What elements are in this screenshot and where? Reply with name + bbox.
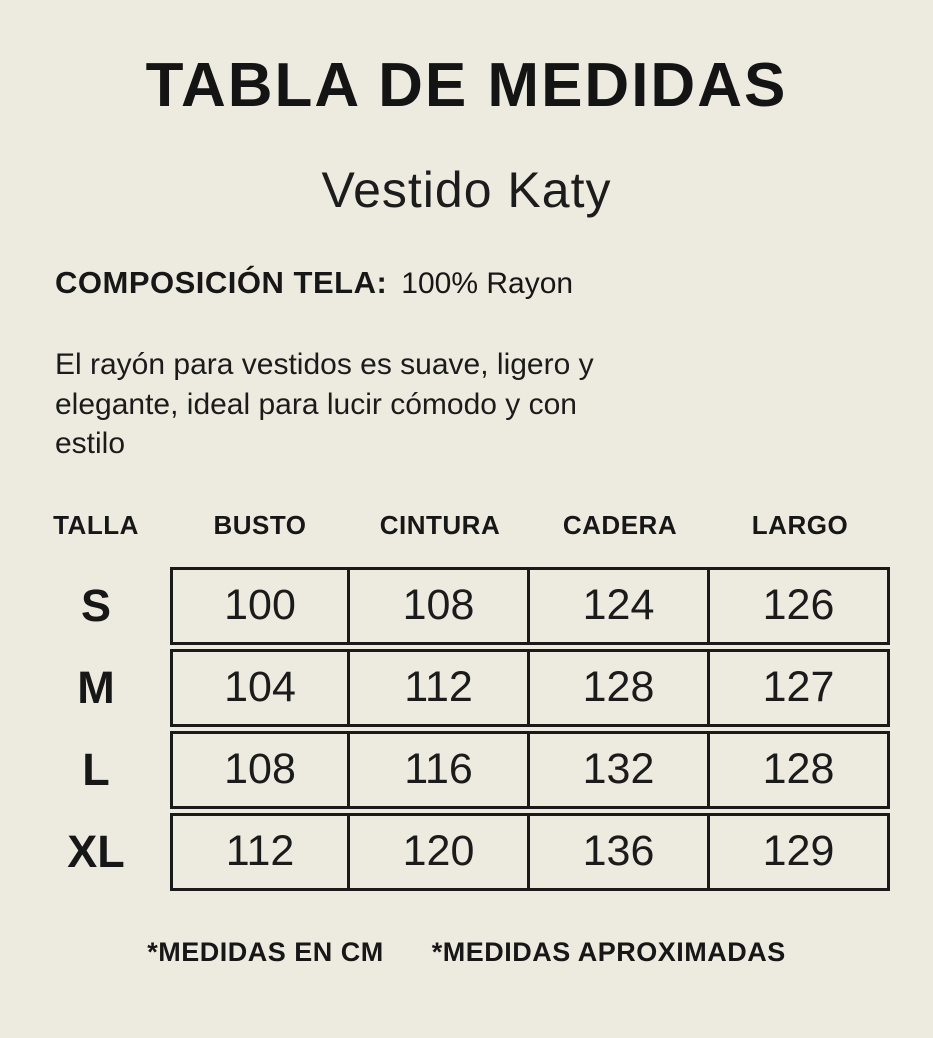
- measurement-cell: 132: [530, 730, 710, 809]
- size-label: L: [82, 743, 110, 795]
- measurement-cell: 126: [710, 566, 890, 645]
- measurement-cell: 108: [350, 566, 530, 645]
- measurement-cell: 104: [170, 648, 350, 727]
- size-label: XL: [67, 825, 125, 877]
- size-label: S: [80, 579, 111, 631]
- size-row-m: M 104 112 128 127: [22, 648, 892, 727]
- column-header-talla: TALLA: [53, 509, 139, 540]
- composition-value: 100% Rayon: [401, 267, 574, 300]
- size-chart-page: TABLA DE MEDIDAS Vestido Katy COMPOSICIÓ…: [0, 50, 933, 1038]
- measurement-cell: 129: [710, 812, 890, 891]
- column-header-largo: LARGO: [751, 509, 849, 540]
- measurement-cell: 120: [350, 812, 530, 891]
- column-header-cadera: CADERA: [562, 509, 678, 540]
- measurement-cell: 116: [350, 730, 530, 809]
- measurement-cell: 127: [710, 648, 890, 727]
- size-row-xl: XL 112 120 136 129: [22, 812, 892, 891]
- product-name: Vestido Katy: [321, 162, 612, 218]
- size-label: M: [77, 661, 115, 713]
- measurement-cell: 112: [170, 812, 350, 891]
- measurement-cell: 112: [350, 648, 530, 727]
- footnotes: *MEDIDAS EN CM *MEDIDAS APROXIMADAS: [0, 937, 933, 968]
- measurement-cell: 128: [710, 730, 890, 809]
- fabric-composition: COMPOSICIÓN TELA: 100% Rayon: [55, 265, 933, 301]
- measurement-cell: 128: [530, 648, 710, 727]
- measurement-cell: 100: [170, 566, 350, 645]
- size-table: TALLA BUSTO CINTURA CADERA LARGO S 100 1…: [22, 510, 892, 891]
- column-header-busto: BUSTO: [213, 509, 307, 540]
- footnote-units: *MEDIDAS EN CM: [147, 936, 384, 967]
- footnote-approx: *MEDIDAS APROXIMADAS: [431, 936, 786, 967]
- fabric-description: El rayón para vestidos es suave, ligero …: [55, 348, 594, 461]
- measurement-cell: 124: [530, 566, 710, 645]
- composition-label: COMPOSICIÓN TELA:: [55, 265, 388, 300]
- page-title: TABLA DE MEDIDAS: [145, 51, 788, 120]
- measurement-cell: 108: [170, 730, 350, 809]
- size-row-s: S 100 108 124 126: [22, 566, 892, 645]
- measurement-cell: 136: [530, 812, 710, 891]
- column-header-cintura: CINTURA: [379, 509, 501, 540]
- size-table-header-row: TALLA BUSTO CINTURA CADERA LARGO: [22, 510, 892, 541]
- size-row-l: L 108 116 132 128: [22, 730, 892, 809]
